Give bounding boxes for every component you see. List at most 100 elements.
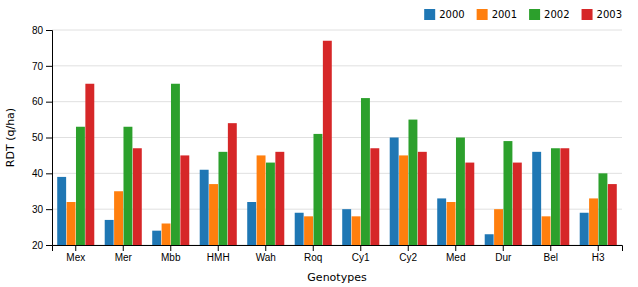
x-axis-line bbox=[53, 246, 623, 252]
y-tick-label: 20 bbox=[32, 240, 44, 251]
bar bbox=[503, 141, 512, 245]
bar bbox=[275, 152, 284, 245]
bar bbox=[266, 163, 275, 245]
legend-label: 2000 bbox=[439, 9, 464, 20]
bar bbox=[589, 198, 598, 245]
x-tick: Bel bbox=[544, 245, 558, 263]
bar bbox=[608, 184, 617, 245]
bar bbox=[485, 234, 494, 245]
y-tick-label: 40 bbox=[32, 168, 44, 179]
bar bbox=[152, 231, 161, 245]
bar bbox=[105, 220, 114, 245]
series bbox=[67, 155, 598, 245]
bar bbox=[390, 138, 399, 246]
x-tick-label: Mer bbox=[115, 252, 133, 263]
grid-line bbox=[52, 65, 622, 66]
bar bbox=[323, 41, 332, 245]
y-axis-line bbox=[46, 31, 53, 246]
bar bbox=[67, 202, 76, 245]
bar bbox=[76, 127, 85, 245]
legend-item: 2000 bbox=[424, 9, 464, 20]
bars bbox=[57, 41, 617, 245]
x-tick: Roq bbox=[304, 245, 322, 263]
x-tick-label: Mex bbox=[66, 252, 85, 263]
y-tick-label: 50 bbox=[32, 132, 44, 143]
bar bbox=[342, 209, 351, 245]
y-tick-label: 30 bbox=[32, 204, 44, 215]
legend-item: 2003 bbox=[582, 9, 622, 20]
x-tick: Cy1 bbox=[352, 245, 370, 263]
bar bbox=[352, 216, 361, 245]
x-tick-mark bbox=[218, 245, 219, 251]
y-tick-mark bbox=[46, 209, 52, 210]
x-tick-mark bbox=[265, 245, 266, 251]
bar bbox=[598, 173, 607, 245]
y-tick-label: 60 bbox=[32, 96, 44, 107]
bar bbox=[456, 138, 465, 246]
x-tick: Med bbox=[446, 245, 465, 263]
x-tick-mark bbox=[313, 245, 314, 251]
grid-line bbox=[52, 137, 622, 138]
y-axis: 20 30 40 50 60 70 80 bbox=[32, 25, 53, 251]
y-tick: 60 bbox=[32, 96, 52, 107]
bar bbox=[408, 120, 417, 245]
grid bbox=[52, 30, 622, 245]
y-tick: 20 bbox=[32, 240, 52, 251]
bar bbox=[209, 184, 218, 245]
bar bbox=[123, 127, 132, 245]
legend-label: 2003 bbox=[597, 9, 622, 20]
y-tick-label: 80 bbox=[32, 25, 44, 36]
x-axis: MexMerMbbHMHWahRoqCy1Cy2MedDurBelH3 bbox=[53, 245, 623, 263]
bar bbox=[304, 216, 313, 245]
bar bbox=[218, 152, 227, 245]
grid-line bbox=[52, 101, 622, 102]
bar bbox=[180, 155, 189, 245]
x-tick: Mer bbox=[115, 245, 133, 263]
bar bbox=[551, 148, 560, 245]
series bbox=[85, 41, 616, 245]
y-tick: 70 bbox=[32, 61, 52, 72]
x-tick-mark bbox=[360, 245, 361, 251]
x-tick-mark bbox=[123, 245, 124, 251]
grid-line bbox=[52, 30, 622, 31]
y-tick-mark bbox=[46, 173, 52, 174]
legend-swatch bbox=[424, 9, 435, 20]
x-tick-label: Med bbox=[446, 252, 465, 263]
y-tick-mark bbox=[46, 138, 52, 139]
legend-item: 2001 bbox=[477, 9, 517, 20]
x-tick: Mex bbox=[66, 245, 85, 263]
legend-swatch bbox=[582, 9, 593, 20]
x-tick-label: Bel bbox=[544, 252, 558, 263]
bar bbox=[437, 198, 446, 245]
bar bbox=[542, 216, 551, 245]
bar bbox=[513, 163, 522, 245]
series bbox=[76, 84, 607, 245]
bar bbox=[494, 209, 503, 245]
bar bbox=[85, 84, 94, 245]
legend: 2000200120022003 bbox=[424, 9, 622, 20]
x-tick-label: Cy2 bbox=[399, 252, 417, 263]
bar bbox=[580, 213, 589, 245]
x-tick: H3 bbox=[592, 245, 605, 263]
x-tick-label: Wah bbox=[256, 252, 276, 263]
bar bbox=[257, 155, 266, 245]
y-tick-mark bbox=[46, 102, 52, 103]
bar bbox=[200, 170, 209, 245]
x-tick-mark bbox=[75, 245, 76, 251]
bar bbox=[361, 98, 370, 245]
bar bbox=[133, 148, 142, 245]
x-axis-title: Genotypes bbox=[307, 271, 367, 284]
x-tick-label: H3 bbox=[592, 252, 605, 263]
x-tick-mark bbox=[503, 245, 504, 251]
legend-swatch bbox=[529, 9, 540, 20]
legend-label: 2001 bbox=[492, 9, 517, 20]
y-tick: 80 bbox=[32, 25, 52, 36]
bar bbox=[465, 163, 474, 245]
bar bbox=[295, 213, 304, 245]
bar bbox=[162, 224, 171, 246]
bar bbox=[114, 191, 123, 245]
chart: MexMerMbbHMHWahRoqCy1Cy2MedDurBelH320304… bbox=[0, 0, 638, 287]
x-tick-label: Mbb bbox=[161, 252, 181, 263]
x-tick-mark bbox=[408, 245, 409, 251]
y-tick-mark bbox=[46, 66, 52, 67]
